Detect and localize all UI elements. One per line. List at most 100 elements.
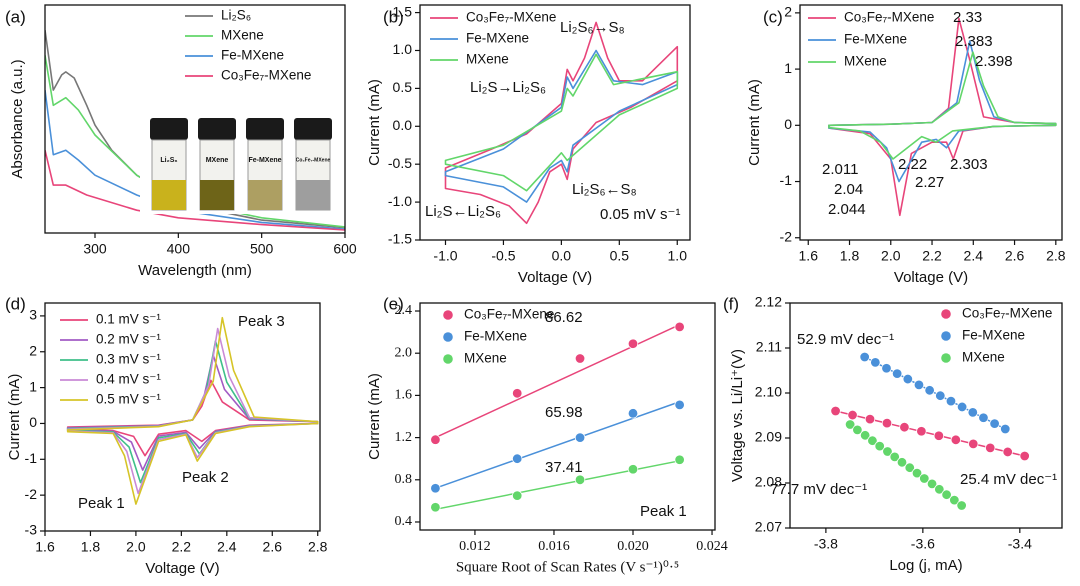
y-tick-label: -1.5 bbox=[388, 231, 412, 247]
annotation: Peak 2 bbox=[182, 469, 229, 486]
y-tick-label: 3 bbox=[29, 307, 37, 323]
data-point bbox=[896, 457, 908, 468]
plot-frame bbox=[799, 4, 1063, 241]
x-tick-label: 2.0 bbox=[881, 248, 901, 264]
y-tick-label: -0.5 bbox=[388, 155, 412, 171]
vial bbox=[198, 118, 236, 211]
data-point bbox=[889, 451, 900, 463]
panel-label: (a) bbox=[5, 7, 26, 26]
data-point bbox=[882, 446, 893, 457]
annotation: 2.27 bbox=[915, 174, 944, 191]
data-point bbox=[949, 494, 960, 506]
x-tick-label: 0.0 bbox=[552, 248, 572, 264]
x-tick-label: 500 bbox=[250, 241, 274, 257]
x-tick-label: 1.8 bbox=[840, 248, 860, 264]
panel-label: (e) bbox=[383, 294, 404, 313]
fit-line bbox=[435, 324, 680, 439]
x-axis-label: Voltage (V) bbox=[518, 269, 592, 286]
y-tick-label: 1.5 bbox=[393, 3, 413, 19]
data-point bbox=[430, 483, 441, 494]
data-point bbox=[1002, 446, 1013, 458]
legend-label: MXene bbox=[221, 28, 264, 43]
data-point bbox=[674, 399, 685, 411]
data-point bbox=[874, 440, 885, 452]
annotation: 77.7 mV dec⁻¹ bbox=[770, 481, 867, 498]
x-tick-label: 2.8 bbox=[1046, 248, 1066, 264]
annotation: Li₂S₆→S₈ bbox=[560, 19, 625, 36]
data-point bbox=[989, 418, 1000, 429]
data-point bbox=[956, 500, 967, 511]
x-tick-label: 0.012 bbox=[459, 539, 491, 554]
plot-frame bbox=[789, 302, 1063, 529]
x-tick-label: 0.016 bbox=[538, 539, 570, 554]
annotation: Li₂S→Li₂S₆ bbox=[470, 79, 546, 96]
x-tick-label: 400 bbox=[167, 241, 191, 257]
data-point bbox=[985, 442, 996, 454]
data-point bbox=[430, 434, 441, 445]
annotation: 2.383 bbox=[955, 33, 993, 50]
x-tick-label: 2.4 bbox=[217, 539, 237, 555]
legend-label: 0.5 mV s⁻¹ bbox=[96, 392, 161, 407]
plot-frame bbox=[419, 4, 691, 241]
annotation: 52.9 mV dec⁻¹ bbox=[797, 331, 894, 348]
y-tick-label: 1 bbox=[784, 60, 792, 76]
data-point bbox=[864, 413, 876, 425]
legend-label: 0.2 mV s⁻¹ bbox=[96, 332, 161, 347]
legend-label: Fe-MXene bbox=[466, 31, 529, 46]
x-tick-label: 1.6 bbox=[35, 539, 55, 555]
plot-area bbox=[444, 21, 679, 225]
legend-label: MXene bbox=[962, 350, 1005, 365]
y-tick-label: -2 bbox=[780, 228, 793, 244]
data-point bbox=[574, 474, 586, 485]
data-point bbox=[967, 407, 978, 418]
legend-marker bbox=[443, 354, 453, 364]
y-tick-label: 0.4 bbox=[395, 514, 413, 529]
legend-label: Co₃Fe₇-MXene bbox=[962, 306, 1052, 321]
x-tick-label: -1.0 bbox=[433, 248, 457, 264]
annotation: Li₂S←Li₂S₆ bbox=[425, 203, 501, 220]
data-point bbox=[627, 464, 639, 475]
y-tick-label: 2.4 bbox=[395, 303, 413, 318]
vial-label: MXene bbox=[206, 157, 229, 164]
legend-label: Fe-MXene bbox=[464, 329, 527, 344]
y-tick-label: 0.5 bbox=[393, 79, 413, 95]
plot-area bbox=[828, 17, 1057, 217]
x-tick-label: 0.5 bbox=[610, 248, 630, 264]
data-point bbox=[847, 409, 858, 421]
legend-label: Fe-MXene bbox=[844, 32, 907, 47]
data-point bbox=[899, 422, 910, 433]
data-point bbox=[881, 363, 892, 374]
y-tick-label: 1 bbox=[29, 378, 37, 394]
x-tick-label: 2.0 bbox=[126, 539, 146, 555]
x-tick-label: 300 bbox=[83, 241, 107, 257]
y-tick-label: 2.08 bbox=[755, 474, 782, 490]
y-axis-label: Current (mA) bbox=[6, 374, 23, 461]
y-tick-label: 2.11 bbox=[756, 339, 782, 355]
annotation: 2.011 bbox=[822, 161, 858, 178]
y-tick-label: -1 bbox=[25, 450, 38, 466]
y-tick-label: -2 bbox=[25, 486, 38, 502]
legend-marker bbox=[941, 309, 951, 319]
x-tick-label: 0.024 bbox=[696, 539, 728, 554]
annotation: 2.303 bbox=[950, 156, 988, 173]
x-tick-label: 0.020 bbox=[617, 539, 649, 554]
data-point bbox=[574, 353, 586, 364]
data-point bbox=[904, 462, 915, 473]
y-tick-label: 1.6 bbox=[395, 388, 413, 403]
data-point bbox=[867, 435, 878, 446]
inset-photo: Li₂S₆ MXene Fe-MXene Co₃Fe₇-MXene bbox=[140, 112, 340, 214]
data-point bbox=[945, 395, 957, 407]
y-axis-label: Current (mA) bbox=[366, 373, 383, 460]
annotation: Peak 1 bbox=[78, 495, 125, 512]
plot-frame bbox=[419, 302, 716, 531]
annotation: 2.04 bbox=[834, 181, 863, 198]
x-tick-label: 2.4 bbox=[964, 248, 984, 264]
data-point bbox=[512, 388, 523, 399]
data-point bbox=[674, 454, 685, 465]
x-axis-label: Wavelength (nm) bbox=[138, 262, 252, 279]
y-axis-label: Current (mA) bbox=[366, 79, 383, 166]
data-point bbox=[830, 405, 841, 417]
y-tick-label: 2.09 bbox=[755, 429, 782, 445]
data-point bbox=[1000, 423, 1011, 435]
y-tick-label: 1.0 bbox=[393, 41, 413, 57]
